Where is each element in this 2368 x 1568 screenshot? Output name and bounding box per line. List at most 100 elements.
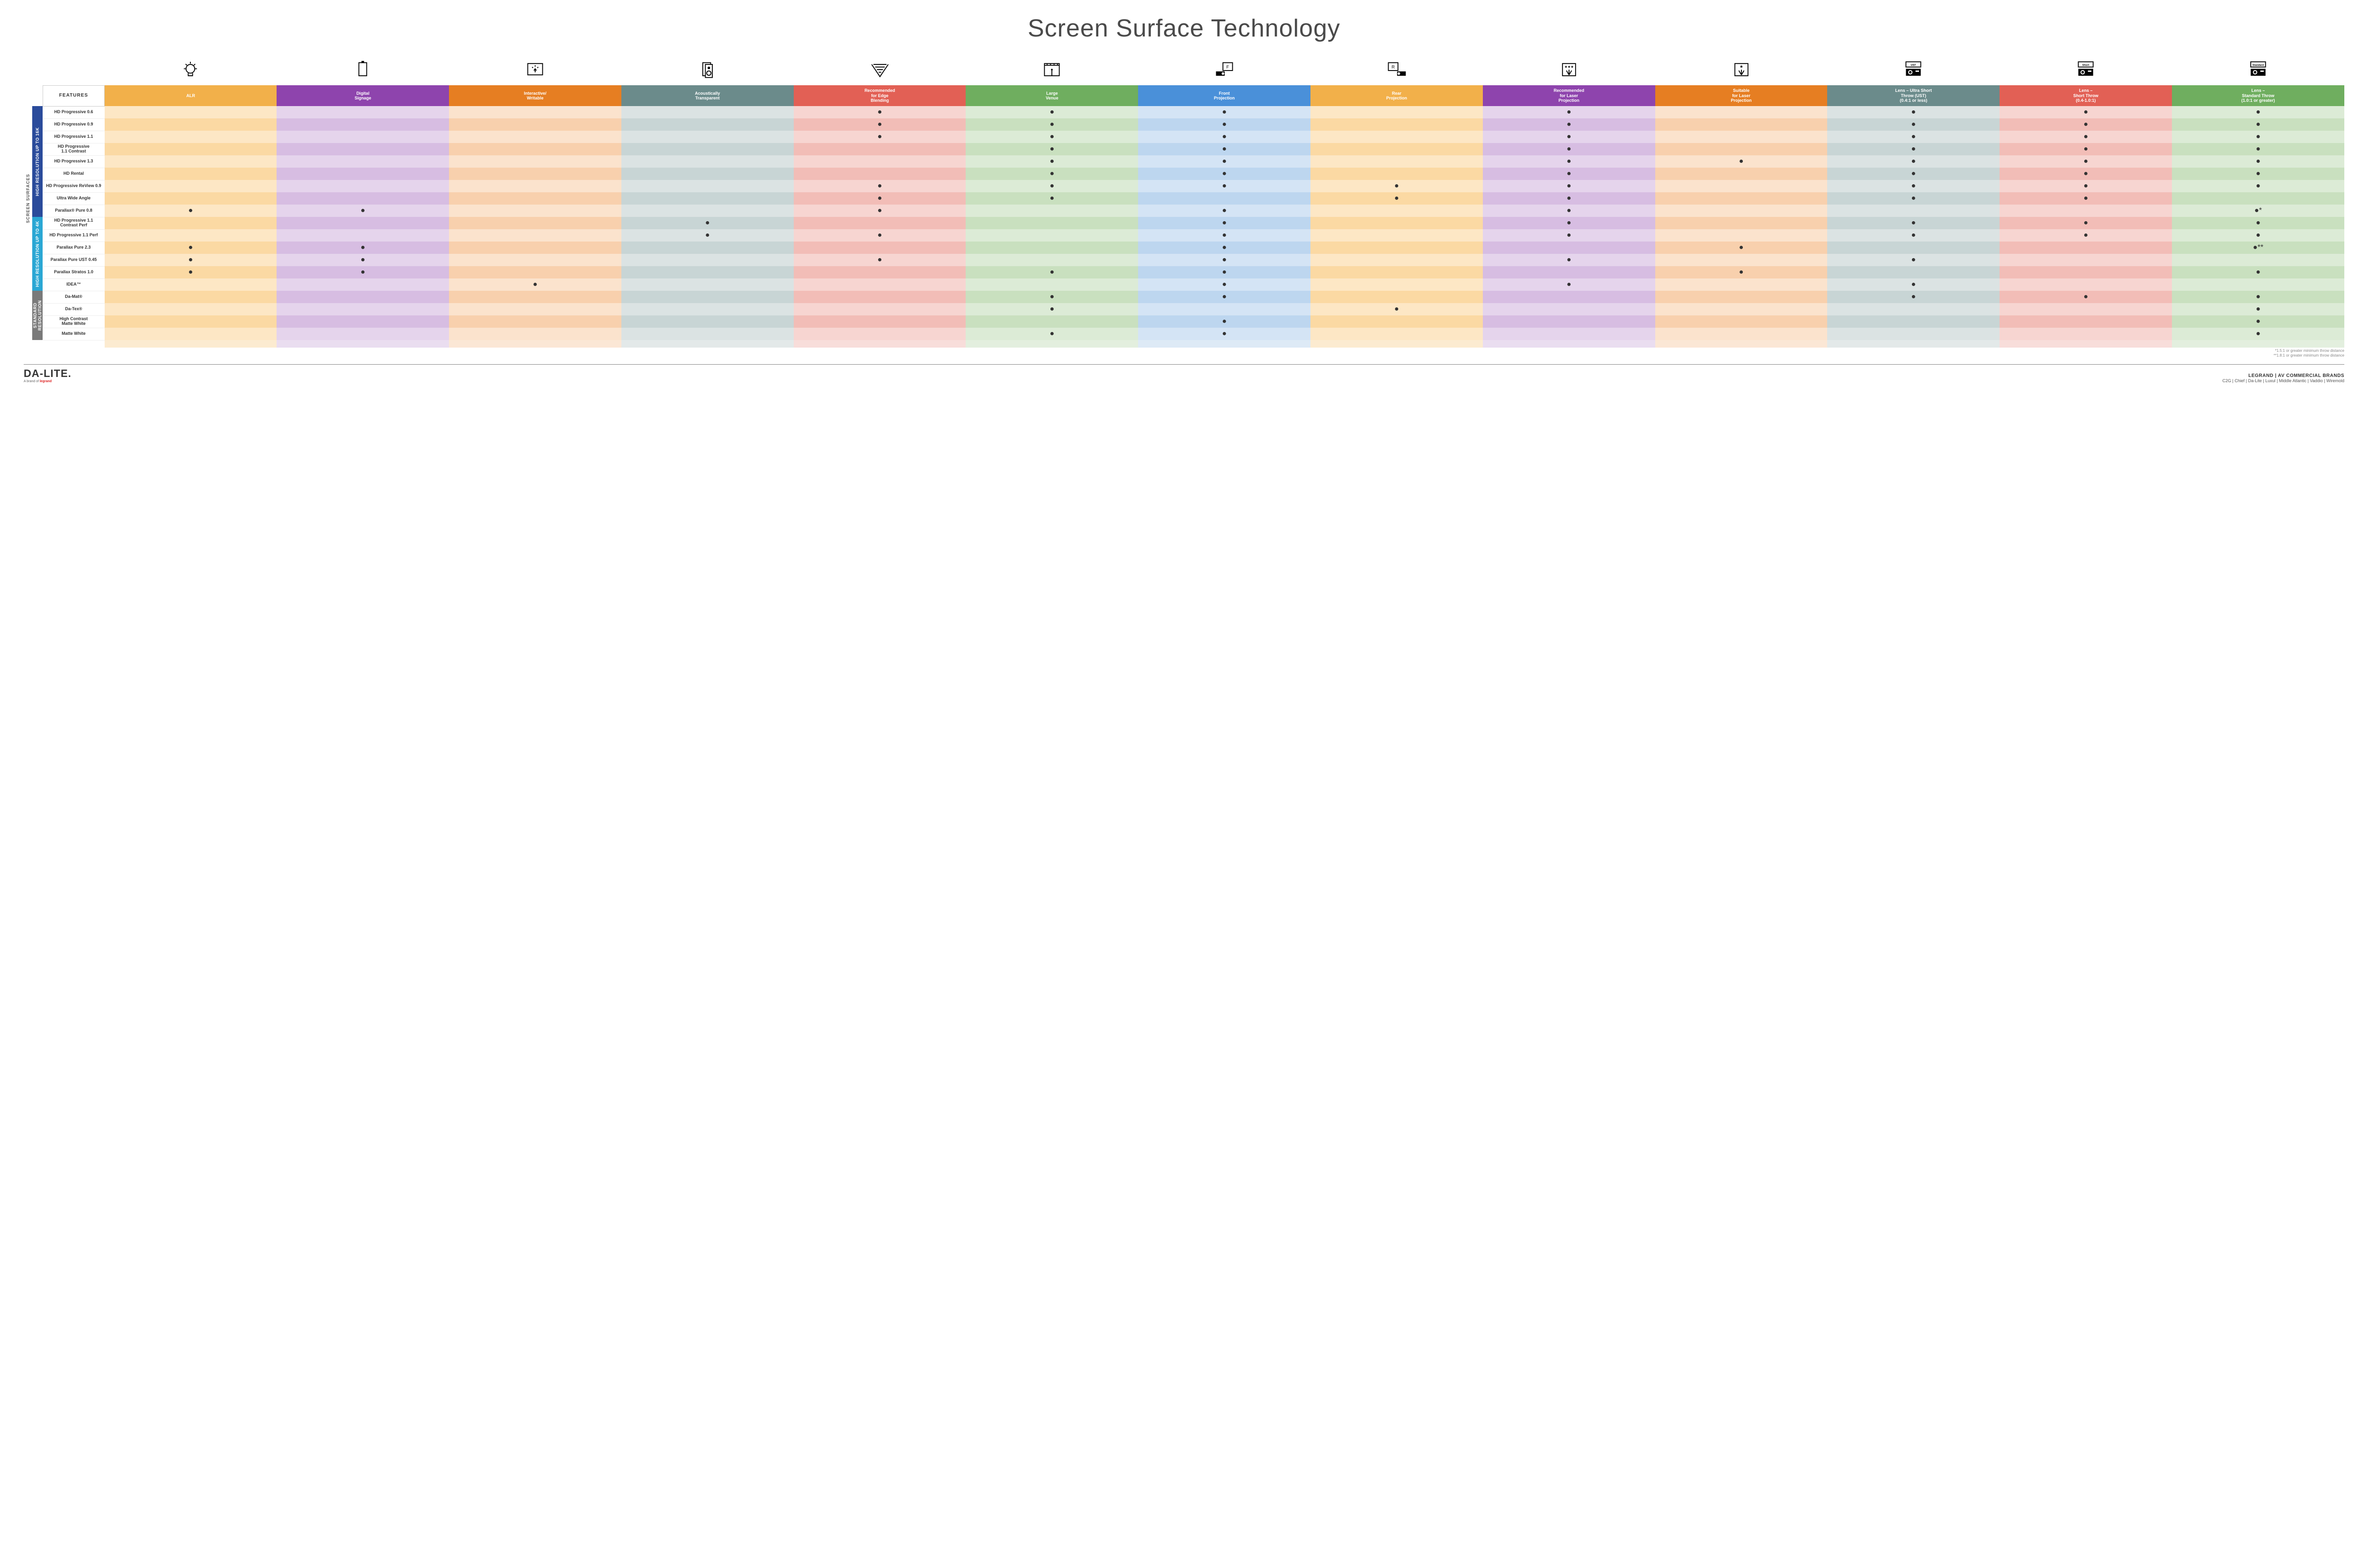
cell: ● [2172,180,2344,192]
cell: ● [1483,217,1655,229]
cell [1310,118,1483,131]
cell [794,143,966,155]
cell: ● [966,266,1138,278]
cell [105,106,277,118]
cell [277,118,449,131]
cell [621,180,794,192]
cell [449,315,621,328]
cell [794,155,966,168]
cell [1483,266,1655,278]
table-row: HD Progressive1.1 Contrast●●●●●● [43,143,2345,155]
cell [105,180,277,192]
col-header-acoustic: AcousticallyTransparent [621,85,794,106]
cell: ● [1483,229,1655,242]
cell [621,254,794,266]
cell: ● [1827,131,2000,143]
group-label: STANDARDRESOLUTION [32,291,43,340]
cell: ● [1483,278,1655,291]
cell [1310,315,1483,328]
table-row: Parallax Pure 2.3●●●●●** [43,242,2345,254]
venue-icon [966,57,1138,85]
svg-text:UST: UST [1911,63,1917,66]
cell: ● [1483,205,1655,217]
cell [621,143,794,155]
cell: ● [2000,118,2172,131]
cell [2000,315,2172,328]
cell [277,143,449,155]
cell [449,155,621,168]
cell [621,131,794,143]
cell: ● [1310,180,1483,192]
cell: ● [966,106,1138,118]
cell: ● [277,266,449,278]
cell [449,328,621,340]
cell [277,168,449,180]
cell: ● [2000,143,2172,155]
cell: ● [2172,143,2344,155]
col-header-ust: Lens – Ultra ShortThrow (UST)(0.4:1 or l… [1827,85,2000,106]
row-label: HD Progressive1.1 Contrast [43,143,105,155]
cell: ● [1138,131,1310,143]
cell [1310,291,1483,303]
cell [105,303,277,315]
logo-subtitle: A brand of legrand [24,380,72,383]
cell: ● [794,205,966,217]
interactive-icon [449,57,621,85]
cell [621,328,794,340]
cell [1483,315,1655,328]
cell: ● [1827,155,2000,168]
cell [621,303,794,315]
cell: ● [1827,229,2000,242]
cell: ● [2000,106,2172,118]
comparison-table: FR★★★★USTShortStandardFEATURESALRDigital… [43,57,2344,348]
cell [105,143,277,155]
cell: ● [1655,266,1828,278]
cell [1655,217,1828,229]
cell: ● [2172,328,2344,340]
cell: ● [794,118,966,131]
cell: ● [1827,217,2000,229]
cell: ● [277,205,449,217]
cell [1655,118,1828,131]
cell [1655,180,1828,192]
table-row: HD Progressive 0.6●●●●●●● [43,106,2345,118]
cell [105,278,277,291]
cell [1655,168,1828,180]
cell [1310,254,1483,266]
cell: ● [1138,205,1310,217]
cell: ● [2172,217,2344,229]
cell [105,168,277,180]
cell: ● [1138,266,1310,278]
cell: ● [966,291,1138,303]
svg-text:★: ★ [1739,64,1743,69]
cell: ● [1138,106,1310,118]
cell: ● [794,106,966,118]
cell [1655,328,1828,340]
cell [2000,303,2172,315]
cell [621,118,794,131]
col-header-front: FrontProjection [1138,85,1310,106]
col-header-signage: DigitalSignage [277,85,449,106]
cell [2000,242,2172,254]
cell [449,168,621,180]
table-row: HD Progressive 1.1Contrast Perf●●●●●● [43,217,2345,229]
cell: ● [2000,217,2172,229]
reclaser-icon: ★★★ [1483,57,1655,85]
cell [1310,205,1483,217]
row-label: HD Rental [43,168,105,180]
cell [794,266,966,278]
cell [1655,143,1828,155]
footnote-1: *1.5:1 or greater minimum throw distance [43,349,2344,353]
cell: ● [1138,254,1310,266]
cell: ● [1483,180,1655,192]
cell: ● [794,131,966,143]
row-label: Matte White [43,328,105,340]
cell: ● [1138,118,1310,131]
cell [1138,192,1310,205]
table-row: Parallax Pure UST 0.45●●●●●● [43,254,2345,266]
cell: ● [621,229,794,242]
table-row: HD Rental●●●●●● [43,168,2345,180]
cell: ● [966,131,1138,143]
row-label: IDEA™ [43,278,105,291]
cell: ● [277,254,449,266]
